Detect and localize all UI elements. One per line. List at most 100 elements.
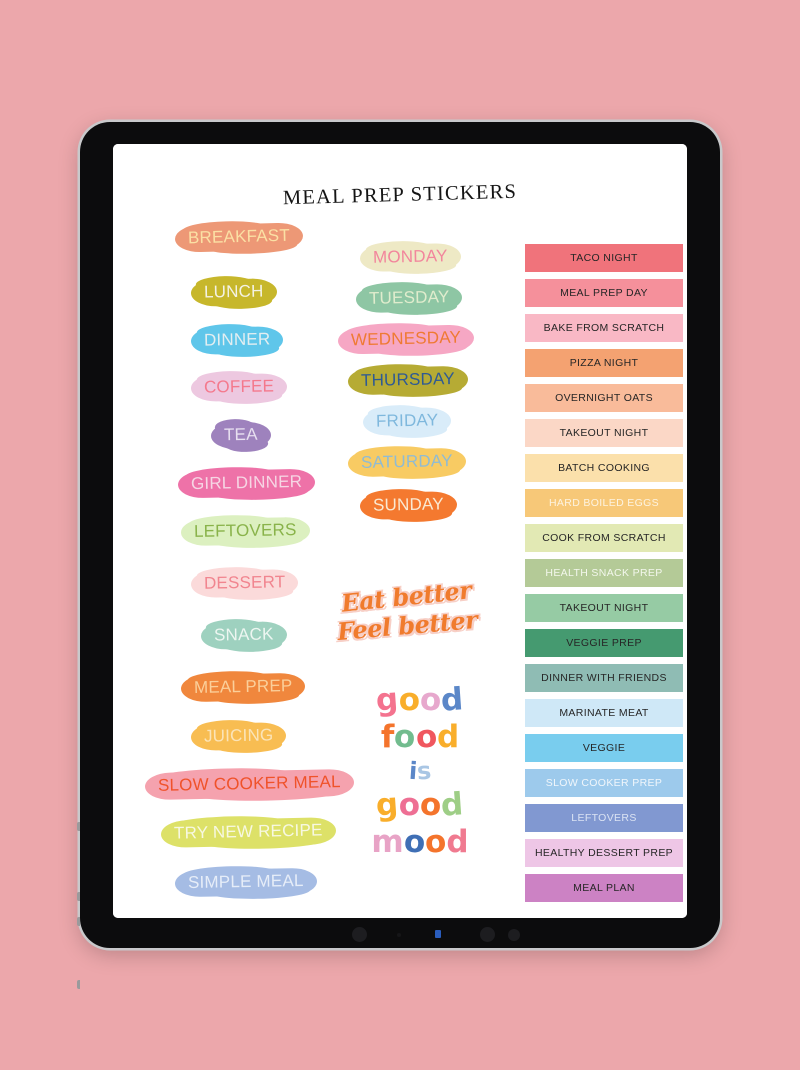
rect-label-text: BATCH COOKING xyxy=(558,462,650,474)
mood-letter: d xyxy=(446,824,469,861)
rect-label-takeout-night[interactable]: TAKEOUT NIGHT xyxy=(525,594,683,622)
sticker-dinner[interactable]: DINNER xyxy=(190,326,284,355)
sticker-label: SUNDAY xyxy=(372,494,444,515)
sticker-girl-dinner[interactable]: GIRL DINNER xyxy=(177,468,316,499)
sticker-dessert[interactable]: DESSERT xyxy=(190,569,299,598)
rect-label-batch-cooking[interactable]: BATCH COOKING xyxy=(525,454,683,482)
bezel-dot-icon xyxy=(508,928,520,941)
rect-label-bake-from-scratch[interactable]: BAKE FROM SCRATCH xyxy=(525,314,683,342)
sticker-day-sunday[interactable]: SUNDAY xyxy=(359,491,458,520)
sticker-label: WEDNESDAY xyxy=(350,327,462,350)
mood-letter: o xyxy=(418,786,443,824)
rect-label-cook-from-scratch[interactable]: COOK FROM SCRATCH xyxy=(525,524,683,552)
rect-label-taco-night[interactable]: TACO NIGHT xyxy=(525,244,683,272)
rect-label-health-snack-prep[interactable]: HEALTH SNACK PREP xyxy=(525,559,683,587)
sticker-label: MONDAY xyxy=(372,246,448,267)
sticker-label: TRY NEW RECIPE xyxy=(173,820,323,843)
sticker-sheet: MEAL PREP STICKERS BREAKFAST LUNCH DINNER C… xyxy=(113,144,687,918)
rect-label-text: MEAL PLAN xyxy=(573,882,635,894)
mood-letter: d xyxy=(440,681,465,719)
sticker-slow-cooker-meal[interactable]: SLOW COOKER MEAL xyxy=(144,768,354,801)
sticker-day-tuesday[interactable]: TUESDAY xyxy=(355,283,463,313)
rect-label-column: TACO NIGHT MEAL PREP DAY BAKE FROM SCRATCH… xyxy=(525,244,683,909)
mood-art-good-food-is-good-mood: good food is good mood xyxy=(345,681,495,864)
rect-label-slow-cooker-prep[interactable]: SLOW COOKER PREP xyxy=(525,769,683,797)
rect-label-text: COOK FROM SCRATCH xyxy=(542,532,666,544)
sticker-leftovers[interactable]: LEFTOVERS xyxy=(180,516,310,546)
bezel-dot-icon xyxy=(352,927,367,942)
mood-letter: f xyxy=(380,719,395,756)
sticker-try-new-recipe[interactable]: TRY NEW RECIPE xyxy=(160,817,336,848)
rect-label-overnight-oats[interactable]: OVERNIGHT OATS xyxy=(525,384,683,412)
sticker-label: SLOW COOKER MEAL xyxy=(157,772,341,795)
rect-label-text: TAKEOUT NIGHT xyxy=(559,602,649,614)
rect-label-pizza-night[interactable]: PIZZA NIGHT xyxy=(525,349,683,377)
page-title: MEAL PREP STICKERS xyxy=(282,180,518,210)
sticker-tea[interactable]: TEA xyxy=(210,421,271,450)
rect-label-veggie[interactable]: VEGGIE xyxy=(525,734,683,762)
sticker-breakfast[interactable]: BREAKFAST xyxy=(174,222,304,253)
sticker-label: COFFEE xyxy=(203,376,275,397)
bezel-dot-icon xyxy=(397,932,401,937)
mood-line-food: food xyxy=(345,718,495,757)
sticker-label: DINNER xyxy=(203,329,271,350)
rect-label-text: VEGGIE xyxy=(582,742,626,754)
rect-label-text: HEALTHY DESSERT PREP xyxy=(534,847,674,859)
sticker-day-thursday[interactable]: THURSDAY xyxy=(347,365,469,396)
sticker-day-monday[interactable]: MONDAY xyxy=(359,242,461,272)
sticker-simple-meal[interactable]: SIMPLE MEAL xyxy=(174,867,317,898)
mood-letter: o xyxy=(423,823,448,862)
sticker-label: FRIDAY xyxy=(375,410,439,431)
rect-label-healthy-dessert-prep[interactable]: HEALTHY DESSERT PREP xyxy=(525,839,683,867)
sticker-coffee[interactable]: COFFEE xyxy=(190,373,288,402)
rect-label-text: MEAL PREP DAY xyxy=(560,287,648,299)
mood-letter: m xyxy=(371,824,404,861)
mood-letter: g xyxy=(375,786,400,824)
rect-label-dinner-with-friends[interactable]: DINNER WITH FRIENDS xyxy=(525,664,683,692)
rect-label-text: SLOW COOKER PREP xyxy=(545,777,663,789)
mood-line-is: is xyxy=(345,756,495,786)
sticker-juicing[interactable]: JUICING xyxy=(190,722,287,751)
device-volume-down-button[interactable] xyxy=(76,917,80,926)
mood-line-good: good xyxy=(345,786,495,824)
rect-label-text: VEGGIE PREP xyxy=(566,637,642,649)
mood-letter: o xyxy=(418,681,443,719)
device-side-button[interactable] xyxy=(76,980,80,989)
sticker-label: MEAL PREP xyxy=(193,675,293,698)
bezel-dot-icon xyxy=(480,927,495,942)
rect-label-meal-prep-day[interactable]: MEAL PREP DAY xyxy=(525,279,683,307)
rect-label-text: HEALTH SNACK PREP xyxy=(545,567,663,579)
rect-label-text: OVERNIGHT OATS xyxy=(555,392,653,404)
rect-label-meal-plan[interactable]: MEAL PLAN xyxy=(525,874,683,902)
mood-line-good: good xyxy=(345,681,495,719)
mood-letter: g xyxy=(375,681,400,719)
device-power-button[interactable] xyxy=(76,822,80,831)
sticker-label: THURSDAY xyxy=(360,369,456,390)
sticker-snack[interactable]: SNACK xyxy=(200,621,287,650)
mood-letter: d xyxy=(436,719,460,756)
sticker-day-saturday[interactable]: SATURDAY xyxy=(347,447,466,478)
sticker-label: TEA xyxy=(223,424,258,445)
sticker-lunch[interactable]: LUNCH xyxy=(190,278,277,307)
sticker-label: BREAKFAST xyxy=(187,225,291,248)
mood-letter: o xyxy=(414,718,439,757)
sticker-day-friday[interactable]: FRIDAY xyxy=(362,407,452,436)
sticker-meal-prep[interactable]: MEAL PREP xyxy=(180,672,306,703)
sticker-label: SIMPLE MEAL xyxy=(187,870,304,893)
rect-label-leftovers[interactable]: LEFTOVERS xyxy=(525,804,683,832)
rect-label-takeout-night[interactable]: TAKEOUT NIGHT xyxy=(525,419,683,447)
mood-letter: s xyxy=(415,756,433,786)
script-art-eat-better-feel-better: Eat better Feel better xyxy=(336,575,497,660)
rect-label-marinate-meat[interactable]: MARINATE MEAT xyxy=(525,699,683,727)
rect-label-veggie-prep[interactable]: VEGGIE PREP xyxy=(525,629,683,657)
mood-line-mood: mood xyxy=(345,823,495,862)
device-volume-up-button[interactable] xyxy=(76,892,80,901)
mood-letter: o xyxy=(398,786,420,823)
mood-letter: o xyxy=(398,682,420,718)
rect-label-hard-boiled-eggs[interactable]: HARD BOILED EGGS xyxy=(525,489,683,517)
rect-label-text: TACO NIGHT xyxy=(570,252,638,264)
sticker-label: DESSERT xyxy=(203,572,286,593)
tablet-device: MEAL PREP STICKERS BREAKFAST LUNCH DINNER C… xyxy=(76,122,720,989)
sticker-label: JUICING xyxy=(203,725,274,746)
sticker-day-wednesday[interactable]: WEDNESDAY xyxy=(337,324,475,355)
